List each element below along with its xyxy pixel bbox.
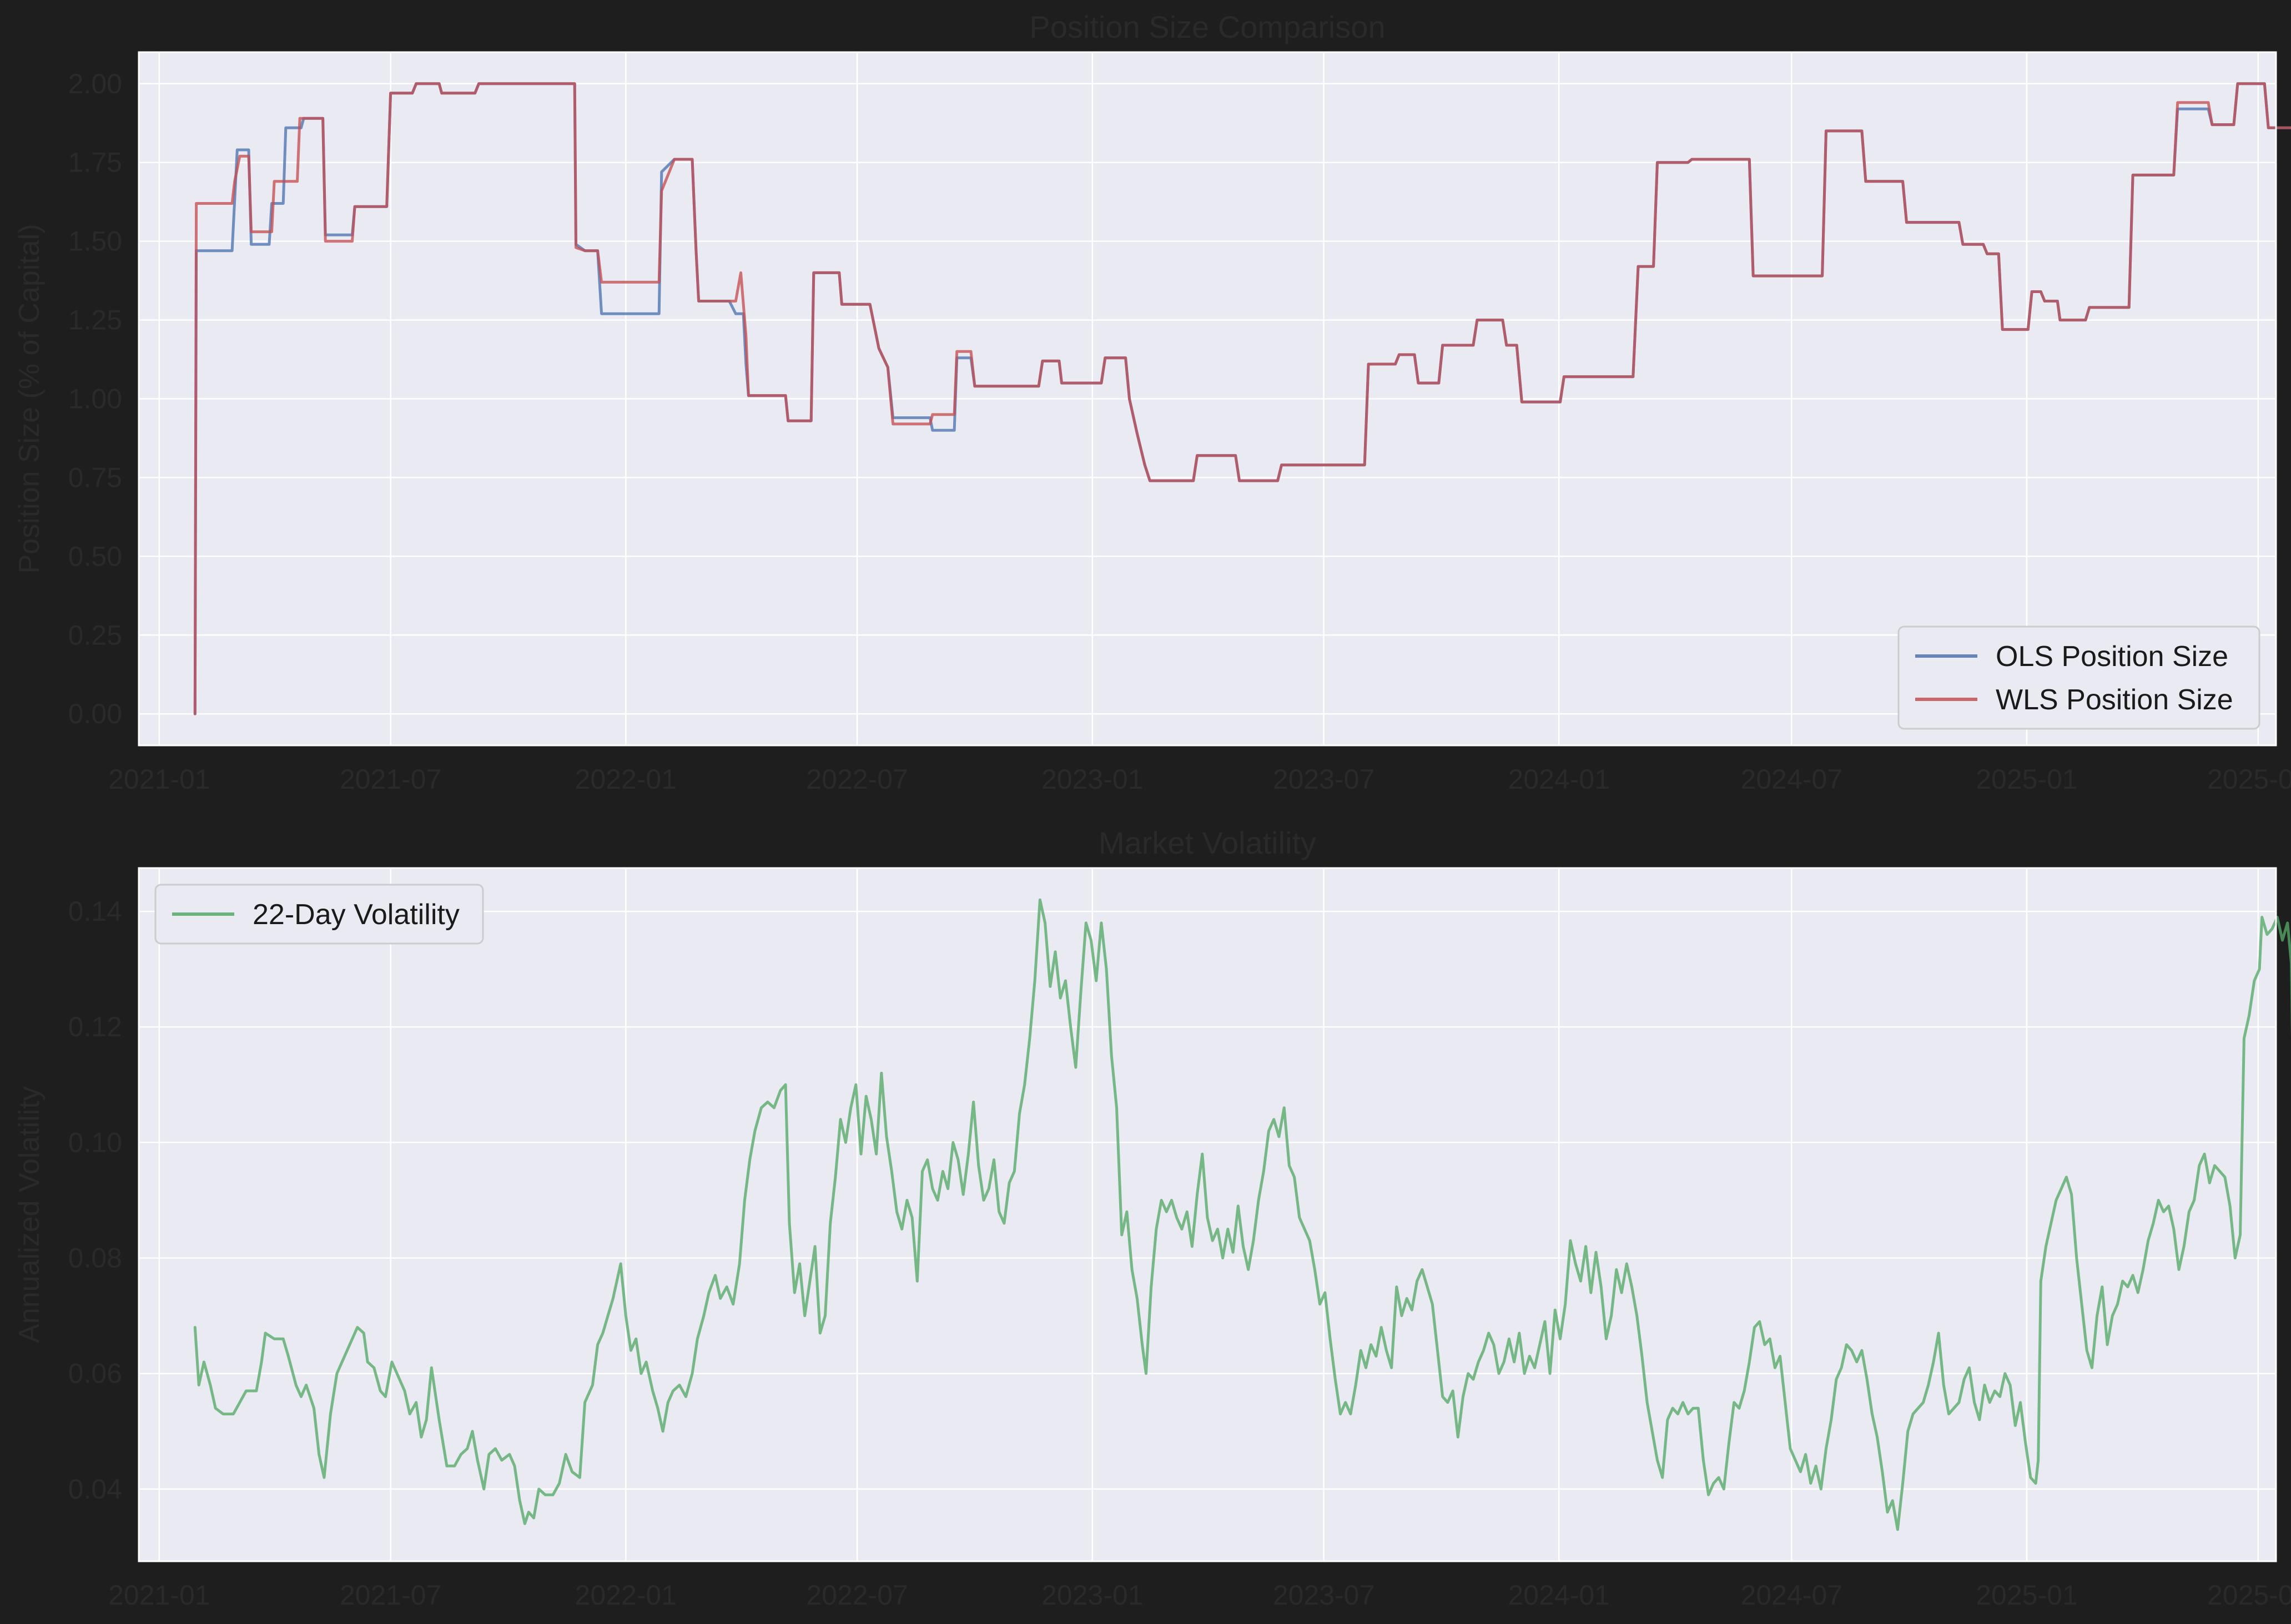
legend-label: OLS Position Size (1996, 640, 2228, 673)
y-tick-label: 0.25 (68, 619, 122, 650)
x-tick-label: 2025-07 (2207, 1580, 2291, 1611)
series-line-wls-position-size (193, 82, 2291, 715)
y-axis-label: Annualized Volatility (13, 1086, 46, 1343)
y-tick-label: 0.00 (68, 698, 122, 729)
y-tick-label: 0.75 (68, 462, 122, 493)
legend: 22-Day Volatility (154, 884, 484, 945)
x-tick-label: 2024-07 (1741, 1580, 1843, 1611)
series-line-22-day-volatility (193, 898, 2291, 1531)
y-tick-label: 2.00 (68, 68, 122, 99)
x-tick-label: 2023-01 (1041, 764, 1144, 795)
x-tick-label: 2024-01 (1508, 1580, 1610, 1611)
y-tick-label: 0.14 (68, 896, 122, 927)
x-tick-label: 2021-07 (340, 1580, 442, 1611)
x-tick-label: 2022-01 (575, 1580, 677, 1611)
legend-label: 22-Day Volatility (253, 899, 460, 931)
x-tick-label: 2025-01 (1976, 1580, 2078, 1611)
legend-box (1897, 626, 2260, 730)
x-tick-label: 2023-07 (1273, 1580, 1375, 1611)
x-tick-label: 2025-07 (2207, 764, 2291, 795)
x-tick-label: 2024-07 (1741, 764, 1843, 795)
x-tick-label: 2023-01 (1041, 1580, 1144, 1611)
y-tick-label: 1.25 (68, 305, 122, 336)
legend: OLS Position Size WLS Position Size (1897, 626, 2260, 730)
y-tick-label: 0.50 (68, 541, 122, 572)
legend-label: WLS Position Size (1996, 684, 2233, 716)
y-tick-label: 0.04 (68, 1474, 122, 1505)
y-tick-label: 0.12 (68, 1011, 122, 1042)
x-tick-label: 2025-01 (1976, 764, 2078, 795)
legend-box (154, 884, 484, 945)
x-tick-label: 2021-01 (108, 1580, 210, 1611)
chart-title: Position Size Comparison (1029, 9, 1385, 44)
y-tick-label: 0.06 (68, 1358, 122, 1389)
x-tick-label: 2022-01 (575, 764, 677, 795)
chart-title: Market Volatility (1099, 825, 1316, 860)
y-tick-label: 0.08 (68, 1243, 122, 1274)
plot-border (138, 51, 2277, 747)
x-tick-label: 2022-07 (806, 764, 908, 795)
y-tick-label: 1.75 (68, 147, 122, 178)
y-tick-label: 1.00 (68, 384, 122, 415)
y-tick-label: 0.10 (68, 1127, 122, 1158)
x-tick-label: 2021-01 (108, 764, 210, 795)
x-tick-label: 2022-07 (806, 1580, 908, 1611)
chart-panel-2: 2021-01 2021-07 2022-01 2022-07 2023-01 2023-… (13, 825, 2291, 1611)
y-tick-label: 1.50 (68, 226, 122, 257)
x-tick-label: 2021-07 (340, 764, 442, 795)
plot-border (138, 867, 2277, 1562)
x-tick-label: 2024-01 (1508, 764, 1610, 795)
x-tick-label: 2023-07 (1273, 764, 1375, 795)
y-axis-label: Position Size (% of Capital) (13, 224, 46, 573)
chart-panel-1: 2021-01 2021-07 2022-01 2022-07 2023-01 2023-… (13, 9, 2291, 795)
